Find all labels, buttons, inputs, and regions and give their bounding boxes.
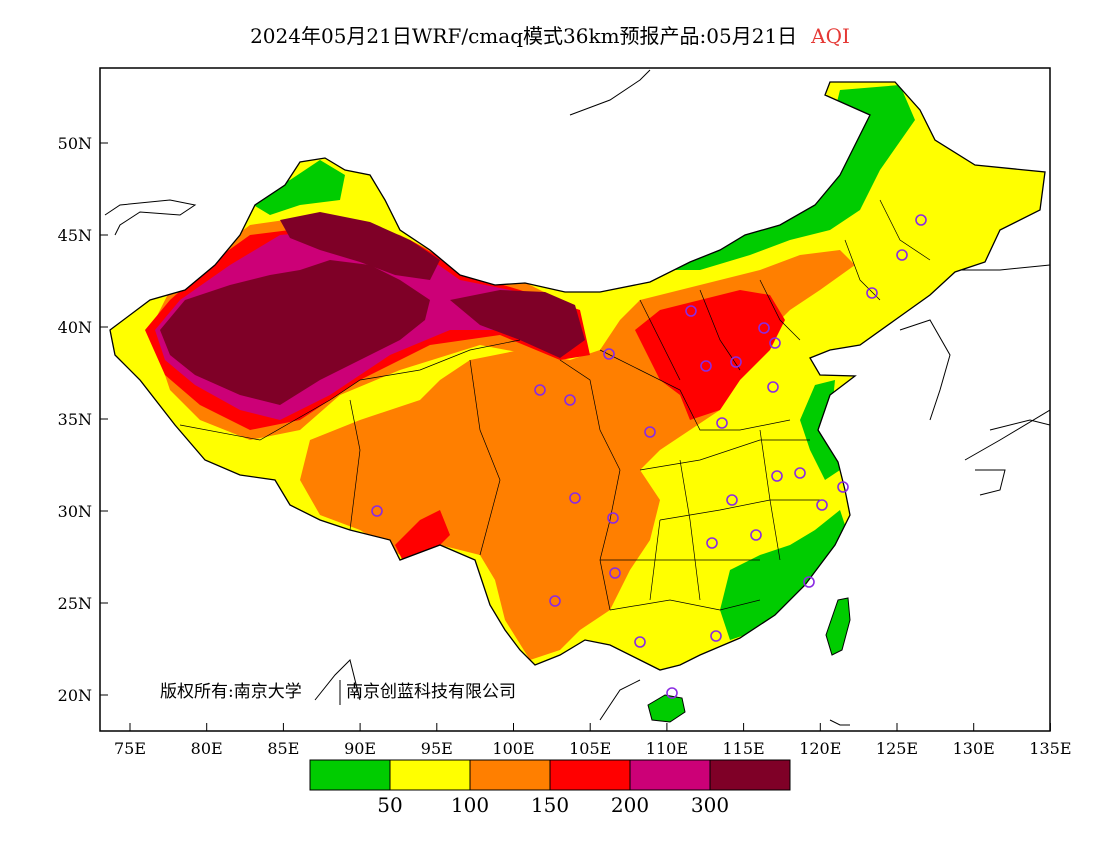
taiwan-island [825,597,851,656]
station-marker [603,348,615,360]
station-marker [730,356,742,368]
legend-break-label: 300 [691,793,729,817]
station-marker [769,337,781,349]
station-marker [607,512,619,524]
aqi-zone-red-north [635,290,785,420]
station-markers [371,214,927,699]
lat-label: 50N [58,134,92,153]
station-marker [700,360,712,372]
map-title: 2024年05月21日WRF/cmaq模式36km预报产品:05月21日 AQI [0,20,1100,49]
longitude-axis: 75E 80E 85E 90E 95E 100E 105E 110E 115E 120E 125E 1… [114,723,1072,758]
lon-label: 85E [267,739,299,758]
station-marker [534,384,546,396]
station-marker [726,494,738,506]
lon-label: 115E [722,739,764,758]
lat-label: 45N [58,226,92,245]
lon-label: 105E [569,739,611,758]
station-marker [758,322,770,334]
copyright-text-2: 南京创蓝科技有限公司 [346,682,516,702]
station-marker [710,630,722,642]
latitude-axis: 50N 45N 40N 35N 30N 25N 20N [58,134,108,705]
station-marker [609,567,621,579]
lon-label: 120E [799,739,841,758]
legend-swatch [709,759,791,791]
lon-label: 125E [876,739,918,758]
station-marker [803,576,815,588]
station-marker [915,214,927,226]
station-marker [750,529,762,541]
lat-label: 40N [58,318,92,337]
station-marker [644,426,656,438]
station-marker [564,394,576,406]
neighbor-coastlines [104,69,1050,726]
lat-label: 20N [58,686,92,705]
title-text: 2024年05月21日WRF/cmaq模式36km预报产品:05月21日 [250,24,798,48]
hainan-island [647,694,686,723]
lat-label: 30N [58,502,92,521]
legend-swatch [629,759,711,791]
station-marker [767,381,779,393]
station-marker [634,636,646,648]
aqi-zone-green-southeast [720,510,850,640]
legend-swatch [389,759,471,791]
aqi-legend: 50 100 150 200 300 [309,759,791,817]
station-marker [666,687,678,699]
station-marker [866,287,878,299]
lon-label: 95E [421,739,453,758]
aqi-zone-maroon-alxa [450,290,585,358]
legend-break-label: 200 [611,793,649,817]
lon-label: 110E [646,739,688,758]
lon-label: 100E [492,739,534,758]
lat-label: 35N [58,410,92,429]
aqi-zone-maroon-dzungaria [280,212,440,280]
station-marker [706,537,718,549]
lon-label: 135E [1029,739,1071,758]
aqi-zone-green-northwest [245,160,345,215]
province-borders [179,199,931,611]
station-marker [896,249,908,261]
lon-label: 90E [344,739,376,758]
legend-break-label: 150 [531,793,569,817]
lon-label: 80E [191,739,223,758]
legend-swatch [469,759,551,791]
legend-swatch [309,759,391,791]
legend-break-label: 50 [377,793,402,817]
station-marker [716,417,728,429]
aqi-zone-maroon-tarim [160,260,430,405]
station-marker [549,595,561,607]
aqi-zone-red-tibet [395,510,450,565]
copyright-text: 版权所有:南京大学 [160,682,302,702]
legend-break-label: 100 [451,793,489,817]
station-marker [685,305,697,317]
legend-swatch [549,759,631,791]
china-border [109,81,1046,671]
station-marker [837,481,849,493]
lon-label: 130E [953,739,995,758]
lon-label: 75E [114,739,146,758]
station-marker [771,470,783,482]
station-marker [794,467,806,479]
station-marker [569,492,581,504]
variable-label: AQI [811,24,850,48]
station-marker [816,499,828,511]
lat-label: 25N [58,594,92,613]
station-marker [371,505,383,517]
